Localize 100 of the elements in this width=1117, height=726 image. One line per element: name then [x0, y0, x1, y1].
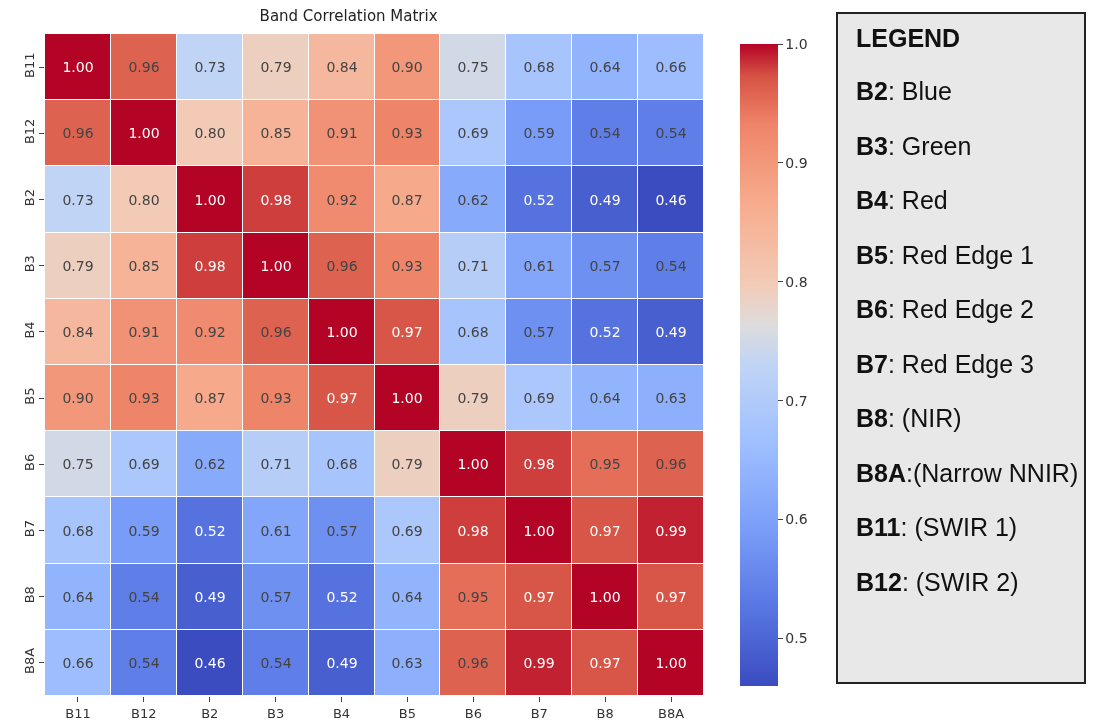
text: B12: (SWIR 2)	[856, 566, 1020, 598]
text: LEGEND	[856, 24, 962, 53]
data-label: 0.73	[194, 58, 226, 75]
color-bar-label: 1.0	[785, 35, 808, 52]
data-label: 0.93	[260, 389, 292, 406]
data-label: 0.52	[523, 191, 555, 208]
data-label: 1.00	[128, 124, 160, 141]
data-label: 0.95	[589, 455, 621, 472]
data-label: 0.68	[326, 455, 358, 472]
color-bar-label: 0.5	[785, 630, 808, 647]
data-label: 0.96	[655, 455, 687, 472]
data-label: 0.95	[457, 588, 489, 605]
text: B5: Red Edge 1	[856, 239, 1035, 271]
chart-title: Band Correlation Matrix	[259, 7, 438, 26]
x-tick-label: B5	[398, 705, 417, 721]
data-label: 0.61	[260, 522, 292, 539]
data-label: 1.00	[194, 191, 226, 208]
data-label: 0.96	[260, 323, 292, 340]
y-tick-label: B5	[21, 387, 37, 405]
data-label: 0.69	[128, 455, 160, 472]
data-label: 0.69	[523, 389, 555, 406]
text: B2: Blue	[856, 76, 953, 107]
data-label: 0.54	[128, 588, 160, 605]
data-label: 0.64	[589, 58, 621, 75]
x-tick-label: B11	[65, 705, 91, 721]
data-label: 1.00	[326, 323, 358, 340]
data-label: 0.87	[391, 191, 423, 208]
data-label: 0.46	[194, 654, 226, 671]
data-label: 0.91	[326, 124, 358, 141]
data-label: 0.54	[260, 654, 292, 671]
y-tick-label: B2	[21, 188, 37, 207]
data-label: 0.79	[62, 257, 94, 274]
data-label: 0.96	[457, 654, 489, 671]
data-label: 0.68	[523, 58, 555, 75]
data-label: 0.97	[655, 588, 687, 605]
data-label: 0.96	[128, 58, 160, 75]
data-label: 0.93	[128, 389, 160, 406]
data-label: 0.64	[391, 588, 423, 605]
data-label: 0.85	[260, 124, 292, 141]
data-label: 0.54	[655, 257, 687, 274]
x-tick-label: B3	[267, 705, 285, 721]
text: B3: Green	[856, 130, 973, 162]
data-label: 0.97	[523, 588, 555, 605]
data-label: 0.84	[326, 58, 358, 75]
data-label: 0.79	[457, 389, 489, 406]
data-label: 0.49	[589, 191, 621, 208]
data-label: 0.99	[655, 522, 687, 539]
text: B11: (SWIR 1)	[856, 512, 1019, 543]
data-label: 0.66	[62, 654, 94, 671]
x-tick-label: B8A	[658, 705, 685, 721]
data-label: 0.52	[194, 522, 226, 539]
data-label: 0.79	[391, 455, 423, 472]
color-bar-label: 0.8	[785, 273, 808, 290]
color-bar-label: 0.6	[785, 511, 808, 528]
data-label: 0.46	[655, 191, 687, 208]
data-label: 0.92	[194, 323, 226, 340]
text: B7: Red Edge 3	[856, 348, 1035, 380]
text: B4: Red	[856, 185, 949, 216]
data-label: 0.68	[457, 323, 489, 340]
data-label: 1.00	[655, 654, 687, 671]
data-label: 0.80	[128, 191, 160, 208]
data-label: 0.59	[128, 522, 160, 539]
data-label: 1.00	[62, 58, 94, 75]
data-label: 0.69	[457, 124, 489, 141]
data-label: 0.52	[589, 323, 621, 340]
data-label: 0.66	[655, 58, 687, 75]
y-tick-label: B8A	[21, 647, 37, 674]
data-label: 0.99	[523, 654, 555, 671]
data-label: 0.57	[260, 588, 292, 605]
text: B6: Red Edge 2	[856, 294, 1035, 325]
data-label: 0.49	[655, 323, 687, 340]
data-label: 0.97	[326, 389, 358, 406]
data-label: 0.93	[391, 257, 423, 274]
data-label: 0.96	[62, 124, 94, 141]
data-label: 0.75	[457, 58, 489, 75]
x-tick-label: B8	[596, 705, 614, 721]
data-label: 0.69	[391, 522, 423, 539]
data-label: 0.73	[62, 191, 94, 208]
data-label: 0.49	[326, 654, 358, 671]
x-tick-label: B6	[464, 705, 482, 721]
data-label: 0.64	[589, 389, 621, 406]
data-label: 1.00	[260, 257, 292, 274]
data-label: 0.97	[589, 654, 621, 671]
data-label: 0.98	[194, 257, 226, 274]
data-label: 0.61	[523, 257, 555, 274]
data-label: 0.97	[589, 522, 621, 539]
color-bar-label: 0.9	[785, 154, 808, 171]
data-label: 0.92	[326, 191, 358, 208]
data-label: 0.52	[326, 588, 358, 605]
data-label: 0.90	[391, 58, 423, 75]
data-label: 0.87	[194, 389, 226, 406]
data-label: 0.57	[589, 257, 621, 274]
data-label: 0.63	[391, 654, 423, 671]
color-bar-label: 0.7	[785, 392, 808, 409]
data-label: 1.00	[391, 389, 423, 406]
data-label: 0.71	[260, 455, 292, 472]
data-label: 0.54	[128, 654, 160, 671]
data-label: 0.59	[523, 124, 555, 141]
data-label: 0.71	[457, 257, 489, 274]
x-tick-label: B2	[201, 705, 219, 721]
